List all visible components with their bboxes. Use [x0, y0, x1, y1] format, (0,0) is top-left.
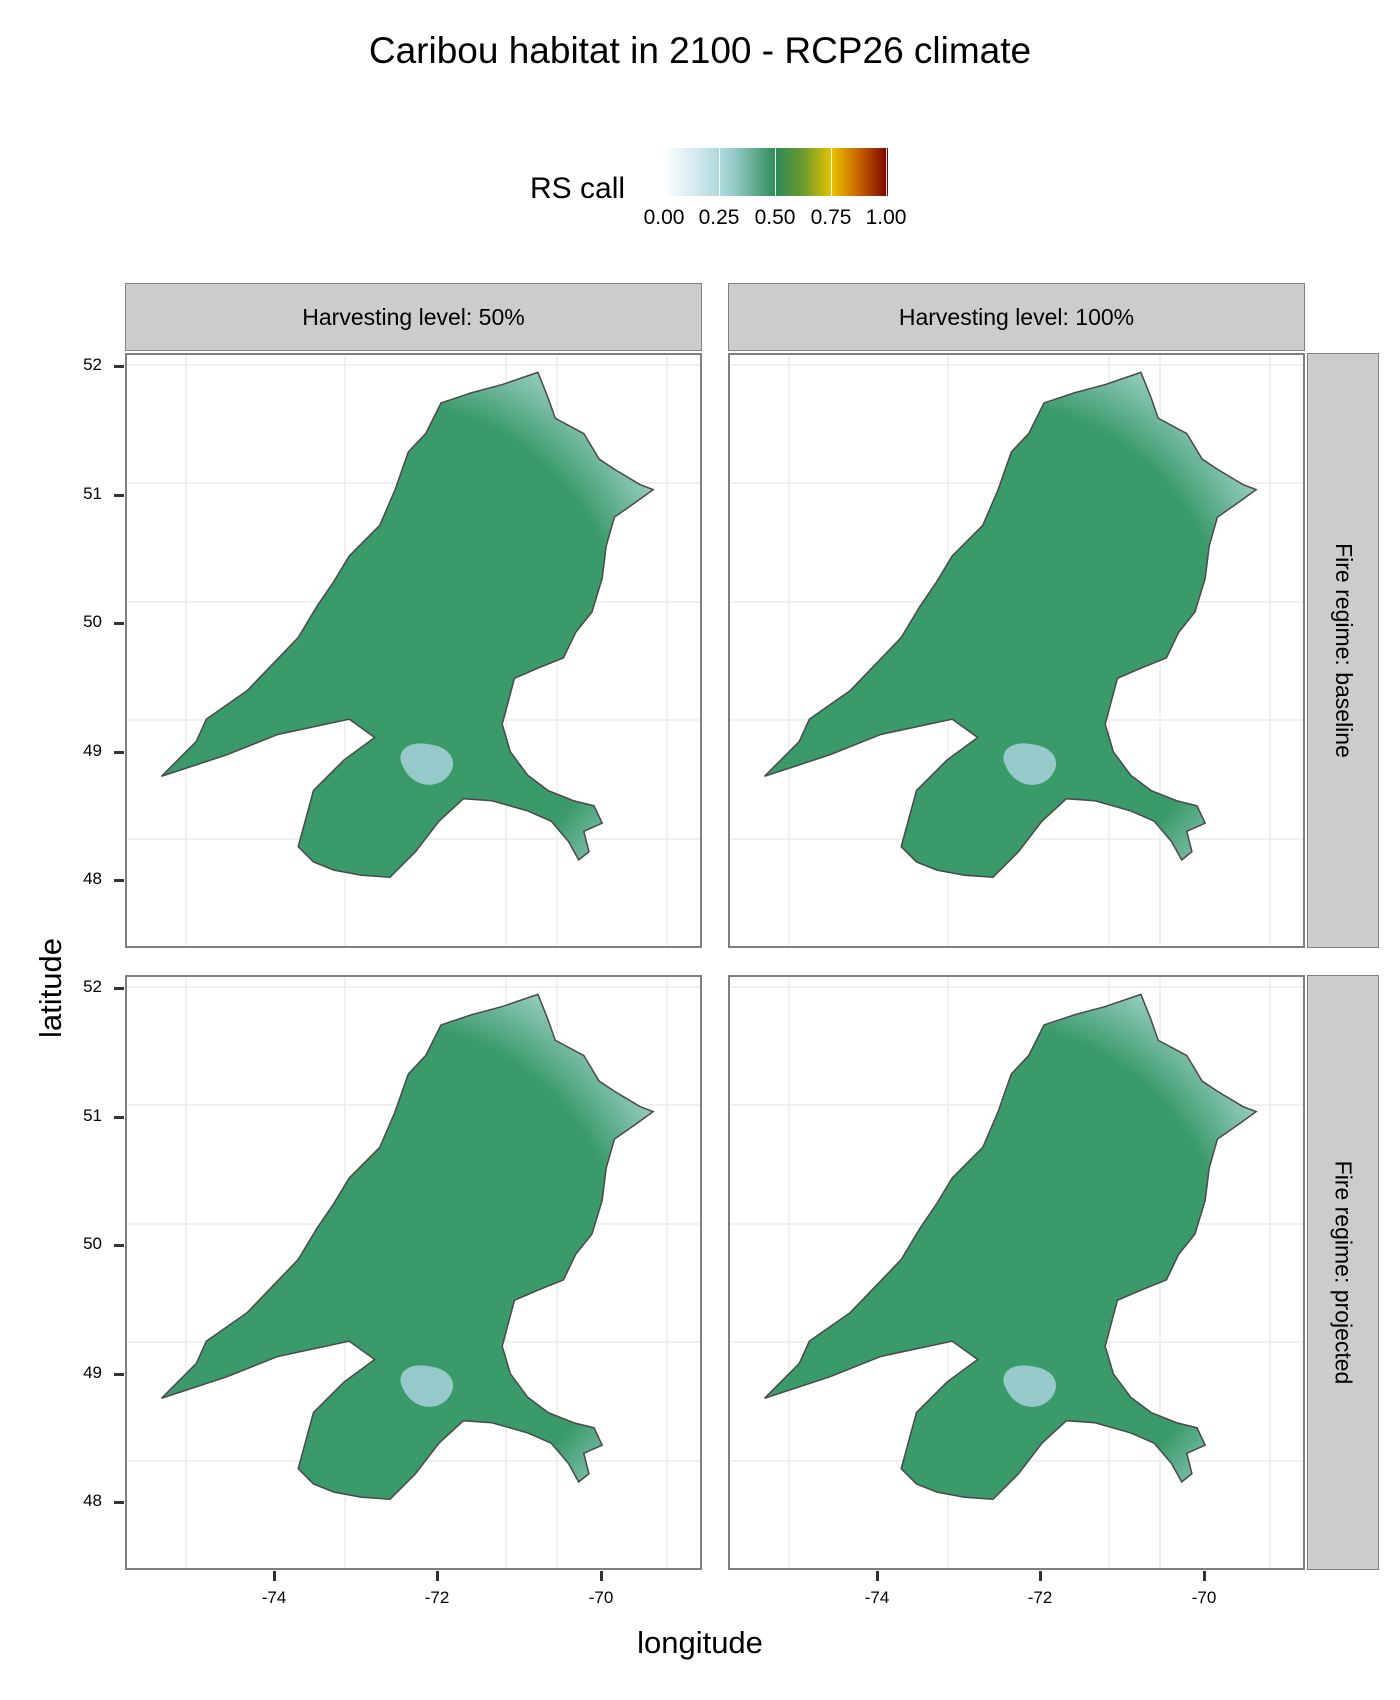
y-tick-mark: [114, 879, 124, 882]
lake: [1003, 743, 1057, 785]
y-tick-mark: [114, 987, 124, 990]
region-map: [730, 977, 1303, 1568]
x-tick-mark: [273, 1571, 276, 1581]
x-tick-label: -72: [1027, 1588, 1053, 1607]
y-tick-mark: [114, 365, 124, 368]
region-map: [127, 977, 700, 1568]
y-tick-label: 51: [83, 484, 102, 503]
legend-label: 0.25: [698, 206, 740, 229]
region-map: [127, 355, 700, 946]
y-tick-label: 51: [83, 1106, 102, 1125]
study-region: [160, 371, 655, 879]
legend-label: 0.50: [754, 206, 796, 229]
legend-colorbar: [664, 148, 888, 196]
facet-strip-label: Harvesting level: 100%: [898, 303, 1135, 330]
y-tick-label: 52: [83, 977, 102, 996]
y-tick-mark: [114, 1501, 124, 1504]
x-tick-mark: [1039, 1571, 1042, 1581]
facet-strip-harvest-50: Harvesting level: 50%: [125, 283, 702, 351]
y-tick-label: 49: [83, 741, 102, 760]
lake: [400, 1365, 454, 1407]
y-tick-mark: [114, 622, 124, 625]
map-panel-projected-50: [125, 975, 702, 1570]
chart-title: Caribou habitat in 2100 - RCP26 climate: [368, 30, 1032, 71]
facet-strip-label: Fire regime: projected: [1330, 1160, 1357, 1385]
y-tick-label: 50: [83, 612, 102, 631]
x-tick-mark: [876, 1571, 879, 1581]
x-tick-label: -74: [864, 1588, 890, 1607]
lake: [1003, 1365, 1057, 1407]
facet-strip-harvest-100: Harvesting level: 100%: [728, 283, 1305, 351]
facet-strip-label: Harvesting level: 50%: [302, 303, 525, 330]
x-tick-mark: [600, 1571, 603, 1581]
y-tick-mark: [114, 494, 124, 497]
study-region: [763, 371, 1258, 879]
legend-tick: [719, 148, 720, 196]
x-tick-label: -74: [261, 1588, 287, 1607]
x-axis-label: longitude: [637, 1625, 763, 1660]
study-region: [160, 993, 655, 1501]
facet-strip-label: Fire regime: baseline: [1330, 543, 1357, 758]
legend-tick: [831, 148, 832, 196]
map-panel-projected-100: [728, 975, 1305, 1570]
legend-title: RS call: [530, 172, 626, 205]
facet-strip-fire-projected: Fire regime: projected: [1307, 975, 1379, 1570]
legend-label: 0.75: [810, 206, 852, 229]
x-tick-label: -70: [588, 1588, 614, 1607]
legend-label: 1.00: [865, 206, 907, 229]
y-tick-label: 50: [83, 1234, 102, 1253]
legend-tick: [664, 148, 665, 196]
legend-tick: [775, 148, 776, 196]
x-tick-label: -72: [424, 1588, 450, 1607]
x-tick-mark: [1203, 1571, 1206, 1581]
legend-label: 0.00: [643, 206, 685, 229]
map-panel-baseline-50: [125, 353, 702, 948]
y-tick-mark: [114, 1373, 124, 1376]
region-map: [730, 355, 1303, 946]
study-region: [763, 993, 1258, 1501]
x-tick-mark: [436, 1571, 439, 1581]
x-tick-label: -70: [1191, 1588, 1217, 1607]
y-tick-mark: [114, 1116, 124, 1119]
legend-tick: [886, 148, 887, 196]
y-axis-label: latitude: [33, 938, 68, 1038]
facet-strip-fire-baseline: Fire regime: baseline: [1307, 353, 1379, 948]
y-tick-label: 49: [83, 1363, 102, 1382]
y-tick-label: 52: [83, 355, 102, 374]
map-panel-baseline-100: [728, 353, 1305, 948]
lake: [400, 743, 454, 785]
y-tick-label: 48: [83, 869, 102, 888]
y-tick-mark: [114, 1244, 124, 1247]
y-tick-label: 48: [83, 1491, 102, 1510]
y-tick-mark: [114, 751, 124, 754]
